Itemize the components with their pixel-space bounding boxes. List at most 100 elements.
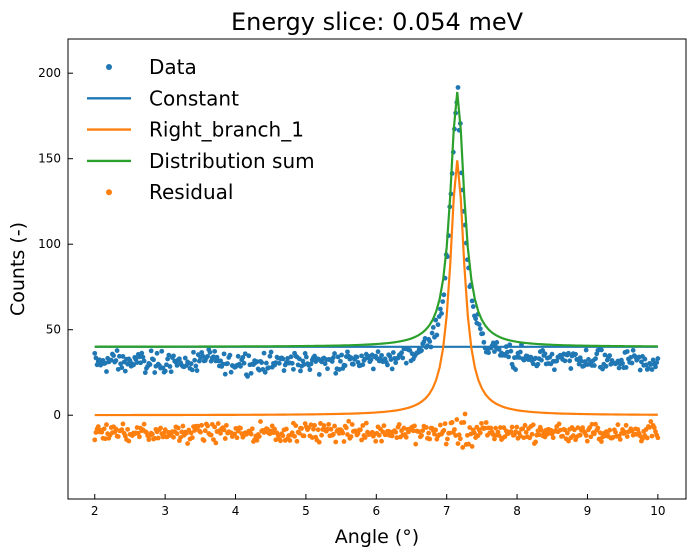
residual-point bbox=[613, 429, 618, 435]
residual-point bbox=[529, 431, 535, 437]
residual-point bbox=[289, 430, 295, 436]
residual-point bbox=[509, 424, 515, 430]
residual-point bbox=[346, 418, 352, 424]
data-point bbox=[303, 354, 309, 360]
data-point bbox=[342, 363, 348, 368]
residual-point bbox=[482, 425, 488, 431]
data-point bbox=[490, 340, 496, 346]
residual-point bbox=[363, 420, 369, 426]
legend-entry: Residual bbox=[149, 180, 233, 204]
residual-point bbox=[623, 422, 629, 428]
data-point bbox=[193, 363, 199, 369]
data-point bbox=[238, 363, 243, 369]
residual-point bbox=[556, 421, 562, 427]
data-point bbox=[642, 356, 648, 362]
data-point bbox=[167, 364, 173, 369]
residual-point bbox=[179, 429, 185, 435]
residual-point bbox=[497, 425, 503, 430]
data-point bbox=[259, 360, 265, 365]
residual-point bbox=[520, 426, 526, 432]
residual-point bbox=[348, 434, 354, 440]
data-point bbox=[302, 351, 308, 356]
residual-point bbox=[318, 421, 323, 426]
residual-point bbox=[104, 422, 109, 428]
data-point bbox=[653, 364, 658, 370]
data-point bbox=[182, 355, 188, 361]
data-point bbox=[137, 354, 142, 360]
residual-point bbox=[523, 429, 529, 435]
data-point bbox=[225, 361, 230, 366]
y-axis-label: Counts (-) bbox=[7, 222, 29, 316]
residual-point bbox=[321, 423, 327, 428]
data-point bbox=[655, 356, 661, 361]
residual-point bbox=[550, 435, 556, 441]
data-point bbox=[140, 354, 146, 360]
x-tick-label: 10 bbox=[650, 504, 665, 518]
residual-point bbox=[635, 427, 641, 432]
data-point bbox=[542, 351, 548, 357]
x-tick-label: 9 bbox=[584, 504, 592, 518]
residual-point bbox=[393, 429, 399, 435]
data-point bbox=[125, 361, 131, 367]
residual-point bbox=[345, 432, 350, 437]
residual-point bbox=[160, 434, 166, 440]
residual-point bbox=[420, 428, 426, 433]
residual-point bbox=[454, 417, 460, 422]
residual-point bbox=[362, 435, 368, 440]
data-point bbox=[240, 354, 246, 360]
y-tick-label: 200 bbox=[38, 66, 61, 80]
residual-point bbox=[137, 434, 142, 440]
data-point bbox=[533, 355, 538, 361]
y-tick-label: 150 bbox=[38, 152, 61, 166]
residual-point bbox=[496, 433, 502, 438]
residual-point bbox=[460, 444, 466, 450]
data-point bbox=[477, 326, 483, 332]
residual-point bbox=[584, 438, 590, 444]
residual-point bbox=[198, 429, 203, 435]
data-point bbox=[289, 360, 295, 366]
residual-point bbox=[443, 441, 449, 447]
residual-point bbox=[599, 439, 604, 444]
data-point bbox=[616, 365, 622, 371]
data-point bbox=[188, 361, 194, 367]
residual-point bbox=[466, 441, 471, 447]
residual-point bbox=[580, 425, 586, 431]
residual-point bbox=[293, 423, 299, 429]
residual-point bbox=[333, 439, 339, 445]
data-point bbox=[192, 357, 198, 363]
residual-point bbox=[419, 432, 424, 438]
residual-point bbox=[457, 436, 463, 442]
residual-point bbox=[433, 427, 439, 433]
residual-point bbox=[647, 424, 653, 430]
data-point bbox=[330, 355, 336, 360]
residual-point bbox=[575, 425, 581, 431]
data-point bbox=[241, 360, 247, 366]
x-tick-label: 4 bbox=[232, 504, 240, 518]
data-point bbox=[583, 347, 589, 353]
residual-point bbox=[185, 441, 191, 446]
data-point bbox=[573, 351, 578, 357]
data-point bbox=[624, 349, 630, 354]
residual-point bbox=[292, 433, 297, 439]
data-point bbox=[141, 358, 147, 364]
residual-point bbox=[617, 437, 623, 442]
residual-point bbox=[287, 438, 293, 443]
data-point bbox=[654, 360, 660, 365]
data-point bbox=[332, 351, 337, 356]
residual-point bbox=[283, 426, 289, 432]
residual-point bbox=[152, 435, 158, 441]
residual-point bbox=[490, 432, 496, 438]
data-point bbox=[261, 350, 267, 356]
data-point bbox=[540, 348, 546, 353]
residual-point bbox=[522, 422, 528, 428]
data-point bbox=[385, 362, 390, 368]
data-point bbox=[291, 366, 296, 372]
data-point bbox=[473, 316, 479, 322]
data-point bbox=[486, 350, 491, 356]
residual-point bbox=[212, 424, 218, 430]
y-tick-label: 50 bbox=[46, 323, 61, 337]
residual-point bbox=[120, 421, 126, 427]
data-point bbox=[400, 355, 406, 361]
data-point bbox=[325, 366, 330, 372]
x-tick-label: 2 bbox=[91, 504, 99, 518]
